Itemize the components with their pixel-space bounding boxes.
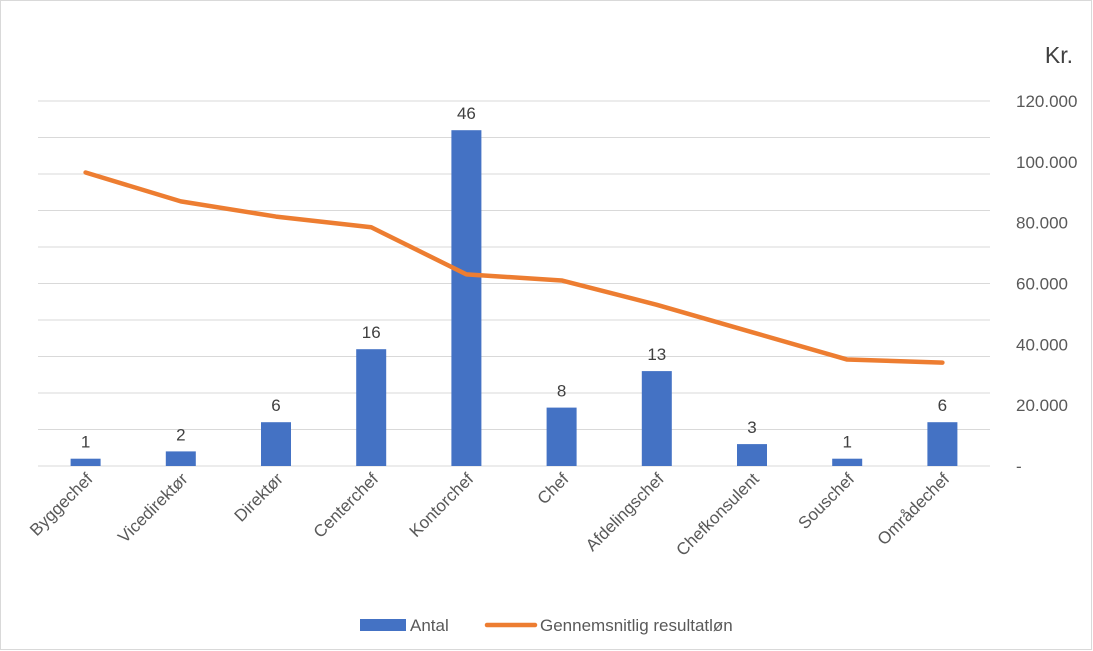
category-label: Souschef [794, 469, 858, 533]
bar-value-label: 6 [271, 396, 280, 415]
category-axis-labels: Byggechef Vicedirektør Direktør Centerchef K… [26, 469, 953, 560]
bar-series-antal [70, 130, 958, 466]
bar-byggechef [70, 458, 101, 466]
right-axis-tick-label: 60.000 [1016, 275, 1068, 294]
category-label: Direktør [231, 469, 287, 525]
right-axis-tick-label: 120.000 [1016, 92, 1077, 111]
category-label: Afdelingschef [582, 469, 668, 555]
bar-value-label: 6 [938, 396, 947, 415]
bar-value-label: 3 [747, 418, 756, 437]
gridlines [38, 100, 990, 467]
right-axis-tick-label: 40.000 [1016, 335, 1068, 354]
legend-label-resultatloen: Gennemsnitlig resultatløn [540, 616, 733, 635]
category-label: Chef [534, 469, 573, 508]
right-axis-ticks: - 20.000 40.000 60.000 80.000 100.000 120.000 [1016, 92, 1077, 476]
right-axis-tick-label: - [1016, 457, 1022, 476]
bar-value-label: 2 [176, 425, 185, 444]
category-label: Chefkonsulent [673, 469, 763, 559]
right-axis-unit-label: Kr. [1045, 42, 1073, 68]
bar-souschef [832, 458, 863, 466]
bar-value-label: 8 [557, 382, 566, 401]
bar-value-label: 1 [842, 433, 851, 452]
right-axis-tick-label: 20.000 [1016, 396, 1068, 415]
bar-afdelingschef [641, 371, 672, 466]
bar-områdechef [927, 422, 958, 466]
bar-value-label: 1 [81, 433, 90, 452]
category-label: Byggechef [26, 469, 96, 539]
right-axis-tick-label: 80.000 [1016, 214, 1068, 233]
line-series-resultatloen [83, 170, 945, 365]
legend-label-antal: Antal [410, 616, 449, 635]
legend: Antal Gennemsnitlig resultatløn [360, 616, 733, 635]
category-label: Centerchef [310, 469, 382, 541]
bar-value-label: 13 [647, 345, 666, 364]
bar-kontorchef [451, 130, 482, 466]
bar-value-label: 46 [457, 104, 476, 123]
bar-chefkonsulent [737, 444, 767, 466]
right-axis-tick-label: 100.000 [1016, 153, 1077, 172]
bar-chef [546, 407, 577, 466]
category-label: Vicedirektør [114, 469, 192, 547]
bar-centerchef [356, 349, 387, 466]
category-label: Områdechef [874, 469, 954, 549]
bar-vicedirektør [165, 451, 196, 466]
legend-swatch-antal [360, 619, 406, 631]
category-label: Kontorchef [406, 469, 478, 541]
bar-direktør [261, 422, 291, 466]
bar-value-label: 16 [362, 323, 381, 342]
